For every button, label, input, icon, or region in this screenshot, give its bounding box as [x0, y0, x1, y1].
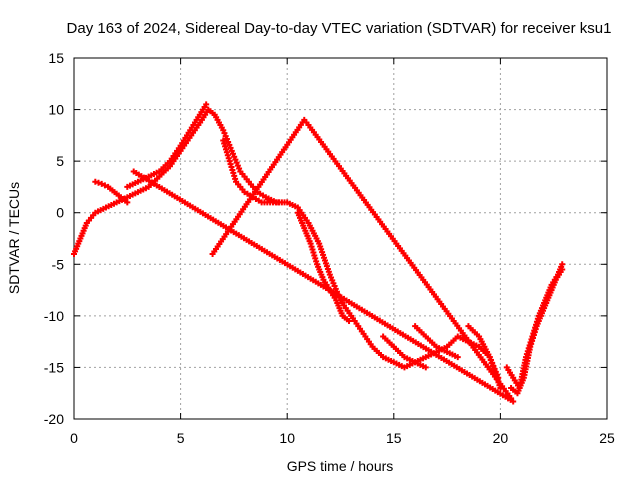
data-point [454, 354, 461, 361]
data-point-fill [95, 179, 102, 186]
x-axis-label: GPS time / hours [287, 458, 394, 474]
y-tick-label: -5 [52, 256, 65, 272]
series-isolated [130, 116, 517, 405]
data-point [130, 168, 137, 175]
tick-marks [73, 57, 608, 420]
series-track-band-a [412, 323, 461, 361]
data-point [124, 199, 131, 206]
data-point [559, 261, 566, 268]
data-point [98, 180, 105, 187]
y-tick-labels: -20 -15 -10 -5 0 5 10 15 [44, 50, 64, 427]
series-track-mid-low [380, 333, 429, 371]
y-tick-label: 0 [56, 205, 64, 221]
x-tick-label: 20 [493, 430, 509, 446]
x-tick-label: 0 [70, 430, 78, 446]
data-point [275, 199, 282, 206]
x-tick-label: 10 [279, 430, 295, 446]
series-track-left [92, 178, 131, 206]
series-track-upper [124, 101, 210, 190]
y-tick-label: -20 [44, 411, 64, 427]
data-point [559, 266, 566, 273]
x-tick-label: 25 [599, 430, 615, 446]
data-points [71, 101, 566, 405]
y-tick-label: -10 [44, 308, 64, 324]
y-axis-label: SDTVAR / TECUs [6, 182, 22, 294]
x-tick-label: 15 [386, 430, 402, 446]
data-point-fill [101, 182, 108, 189]
y-tick-label: 5 [56, 153, 64, 169]
data-point [203, 101, 210, 108]
y-tick-label: 15 [48, 50, 64, 66]
y-tick-label: -15 [44, 359, 64, 375]
data-point [346, 318, 353, 325]
x-tick-label: 5 [177, 430, 185, 446]
plot-frame [73, 57, 608, 420]
y-tick-label: 10 [48, 102, 64, 118]
x-tick-labels: 0 5 10 15 20 25 [70, 430, 615, 446]
data-point [92, 178, 99, 185]
data-point [422, 364, 429, 371]
series-track-recovery-2 [508, 266, 566, 397]
chart-title: Day 163 of 2024, Sidereal Day-to-day VTE… [67, 20, 612, 37]
